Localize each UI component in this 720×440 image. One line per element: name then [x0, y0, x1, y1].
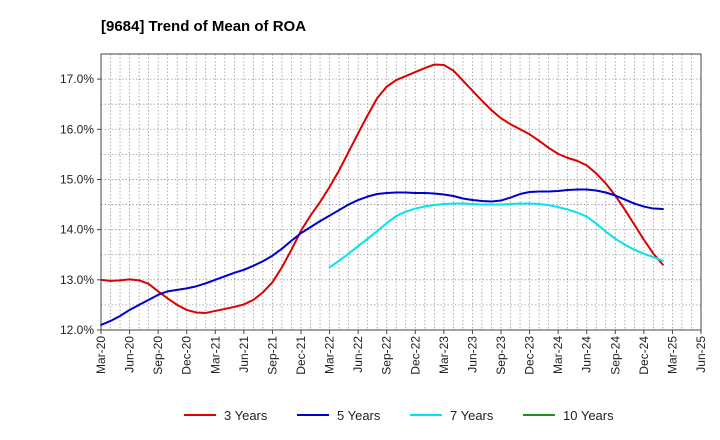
- x-tick-label: Mar-21: [208, 336, 222, 374]
- x-tick-label: Dec-24: [637, 336, 651, 375]
- x-tick-label: Dec-22: [408, 336, 422, 375]
- x-tick-label: Sep-20: [151, 336, 165, 375]
- legend: 3 Years 5 Years 7 Years 10 Years: [184, 408, 614, 423]
- legend-item-3-years: 3 Years: [184, 408, 268, 423]
- x-axis: Mar-20 Jun-20 Sep-20 Dec-20 Mar-21 Jun-21 Sep-…: [94, 330, 708, 375]
- x-tick-label: Jun-22: [351, 336, 365, 373]
- x-tick-label: Sep-24: [608, 336, 622, 375]
- legend-label: 3 Years: [224, 408, 268, 423]
- legend-item-10-years: 10 Years: [523, 408, 614, 423]
- x-tick-label: Jun-20: [123, 336, 137, 373]
- series-line-7-years: [328, 202, 664, 269]
- y-tick-label: 12.0%: [60, 323, 94, 337]
- y-tick-label: 16.0%: [60, 122, 94, 136]
- legend-item-7-years: 7 Years: [410, 408, 494, 423]
- legend-label: 7 Years: [450, 408, 494, 423]
- y-tick-label: 13.0%: [60, 273, 94, 287]
- legend-label: 10 Years: [563, 408, 614, 423]
- x-tick-label: Sep-22: [380, 336, 394, 375]
- x-tick-label: Jun-25: [694, 336, 708, 373]
- y-axis: 12.0% 13.0% 14.0% 15.0% 16.0% 17.0%: [60, 72, 101, 337]
- x-tick-label: Jun-23: [465, 336, 479, 373]
- x-tick-label: Mar-25: [665, 336, 679, 374]
- plot-frame: [100, 53, 702, 331]
- x-tick-label: Sep-21: [265, 336, 279, 375]
- series-lines: [100, 63, 664, 326]
- series-line-5-years: [100, 188, 664, 326]
- x-tick-label: Mar-23: [437, 336, 451, 374]
- chart-title: [9684] Trend of Mean of ROA: [101, 18, 306, 35]
- x-tick-label: Mar-22: [323, 336, 337, 374]
- y-tick-label: 17.0%: [60, 72, 94, 86]
- x-tick-label: Mar-24: [551, 336, 565, 374]
- series-line-3-years: [100, 63, 664, 314]
- legend-label: 5 Years: [337, 408, 381, 423]
- x-tick-label: Dec-20: [180, 336, 194, 375]
- legend-item-5-years: 5 Years: [297, 408, 381, 423]
- x-tick-label: Mar-20: [94, 336, 108, 374]
- x-tick-label: Sep-23: [494, 336, 508, 375]
- y-tick-label: 15.0%: [60, 172, 94, 186]
- x-tick-label: Dec-21: [294, 336, 308, 375]
- y-tick-label: 14.0%: [60, 223, 94, 237]
- x-tick-label: Dec-23: [523, 336, 537, 375]
- x-tick-label: Jun-24: [580, 336, 594, 373]
- x-tick-label: Jun-21: [237, 336, 251, 373]
